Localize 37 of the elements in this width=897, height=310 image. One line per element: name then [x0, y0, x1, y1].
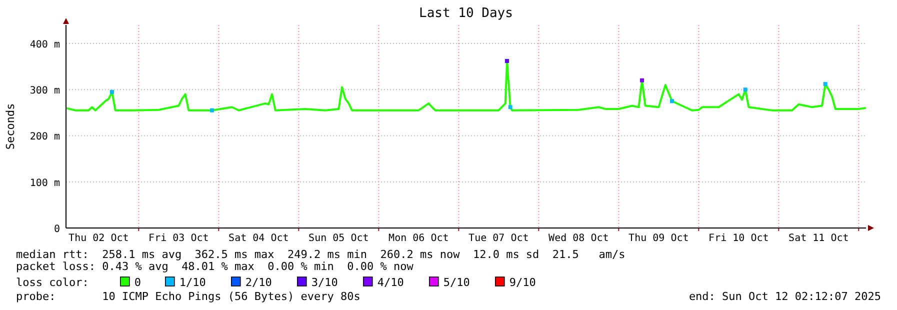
legend-label: 9/10: [509, 276, 536, 289]
point: [743, 88, 748, 92]
y-tick-label: 0: [54, 224, 60, 235]
x-tick-label: Fri 03 Oct: [148, 233, 209, 244]
x-tick-label: Sun 05 Oct: [308, 233, 369, 244]
legend-label: 0: [134, 276, 142, 289]
x-tick-label: Tue 07 Oct: [468, 233, 529, 244]
text: median rtt: 258.1 ms avg 362.5 ms max 249.2 ms min 260.2 ms now 12.0 ms sd 21.5 am/s: [16, 248, 626, 261]
legend-title: loss color:: [16, 276, 89, 289]
y-tick-label: 200 m: [30, 132, 60, 143]
legend-label: 3/10: [311, 276, 338, 289]
x-tick-label: Thu 02 Oct: [68, 233, 129, 244]
text: end: Sun Oct 12 02:12:07 2025: [688, 290, 881, 303]
y-axis-title: Seconds: [4, 103, 17, 150]
legend-label: 1/10: [179, 276, 206, 289]
chart-title: Last 10 Days: [419, 6, 513, 21]
legend-label: 5/10: [443, 276, 470, 289]
point: [640, 78, 644, 82]
point: [508, 105, 512, 110]
x-tick-label: Thu 09 Oct: [628, 233, 689, 244]
text: probe: 10 ICMP Echo Pings (56 Bytes) every 80s: [16, 290, 360, 303]
x-tick-label: Fri 10 Oct: [708, 233, 769, 244]
point: [670, 99, 674, 104]
point: [110, 90, 114, 94]
x-tick-label: Sat 11 Oct: [788, 233, 849, 244]
y-tick-label: 300 m: [30, 86, 60, 97]
text: packet loss: 0.43 % avg 48.01 % max 0.00 % min 0.00 % now: [16, 260, 414, 273]
x-tick-label: Sat 04 Oct: [228, 233, 289, 244]
point: [823, 82, 828, 86]
x-tick-label: Wed 08 Oct: [548, 233, 609, 244]
point: [505, 58, 509, 63]
x-tick-label: Mon 06 Oct: [388, 233, 449, 244]
legend-label: 2/10: [245, 276, 272, 289]
point: [210, 108, 214, 112]
y-tick-label: 100 m: [30, 178, 60, 189]
y-tick-label: 400 m: [30, 39, 60, 50]
legend-label: 4/10: [377, 276, 404, 289]
